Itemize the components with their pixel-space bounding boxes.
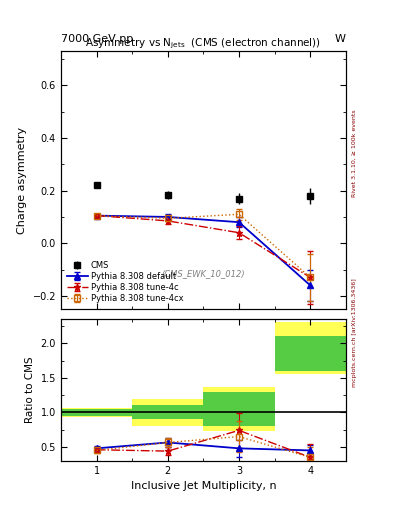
Text: (CMS_EWK_10_012): (CMS_EWK_10_012) [162, 269, 245, 278]
Text: mcplots.cern.ch [arXiv:1306.3436]: mcplots.cern.ch [arXiv:1306.3436] [352, 279, 357, 387]
Text: 7000 GeV pp: 7000 GeV pp [61, 33, 133, 44]
Title: Asymmetry vs N$_\mathrm{jets}$  (CMS (electron channel)): Asymmetry vs N$_\mathrm{jets}$ (CMS (ele… [85, 37, 321, 51]
Y-axis label: Charge asymmetry: Charge asymmetry [17, 126, 27, 233]
Text: W: W [335, 33, 346, 44]
X-axis label: Inclusive Jet Multiplicity, n: Inclusive Jet Multiplicity, n [130, 481, 276, 491]
Y-axis label: Ratio to CMS: Ratio to CMS [25, 356, 35, 423]
Text: Rivet 3.1.10, ≥ 100k events: Rivet 3.1.10, ≥ 100k events [352, 110, 357, 198]
Legend: CMS, Pythia 8.308 default, Pythia 8.308 tune-4c, Pythia 8.308 tune-4cx: CMS, Pythia 8.308 default, Pythia 8.308 … [65, 259, 185, 305]
